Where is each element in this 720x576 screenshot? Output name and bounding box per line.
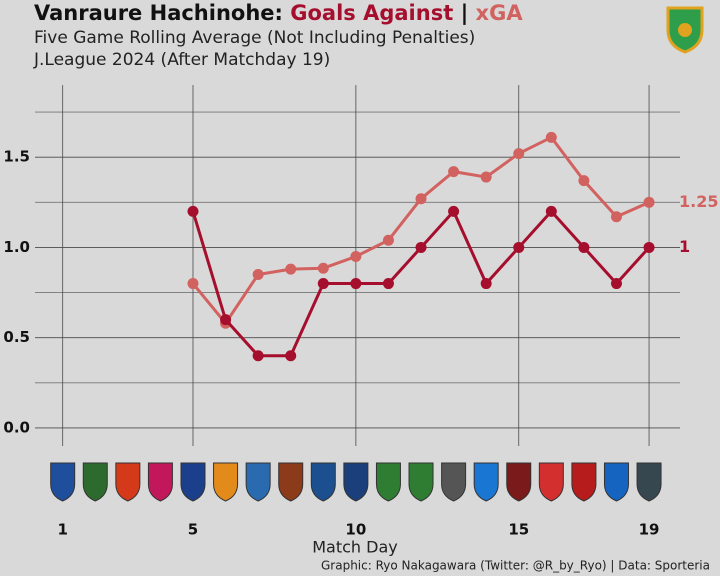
x-tick-label: 10 [345, 521, 366, 539]
y-tick-label: 0.0 [3, 418, 30, 436]
data-point [448, 166, 460, 178]
data-point [317, 278, 329, 290]
data-point [285, 350, 297, 362]
opponent-crest [408, 462, 434, 502]
opponent-crest [571, 462, 597, 502]
title-part: xGA [476, 1, 524, 25]
data-point [610, 211, 622, 223]
data-point [415, 241, 427, 253]
x-tick-label: 19 [639, 521, 660, 539]
x-axis-label: Match Day [312, 538, 398, 557]
y-tick-label: 1.0 [3, 238, 30, 256]
title-space [453, 1, 460, 25]
opponent-crest [538, 462, 564, 502]
chart-title: Vanraure Hachinohe: Goals Against | xGA [34, 1, 523, 26]
opponent-crest [50, 462, 76, 502]
data-point [220, 314, 232, 326]
data-point [545, 205, 557, 217]
opponent-crest [636, 462, 662, 502]
opponent-crest [343, 462, 369, 502]
title-part: | [461, 1, 469, 26]
credit: Graphic: Ryo Nakagawara (Twitter: @R_by_… [321, 559, 710, 573]
y-tick-label: 0.5 [3, 328, 30, 346]
end-label: 1.25 [679, 192, 718, 211]
opponent-crest [375, 462, 401, 502]
data-point [187, 278, 199, 290]
title-part: Vanraure Hachinohe: [34, 1, 283, 25]
data-point [285, 263, 297, 275]
opponent-crest [473, 462, 499, 502]
end-label: 1 [679, 237, 690, 256]
opponent-crest [603, 462, 629, 502]
opponent-crest [441, 462, 467, 502]
x-tick-label: 15 [508, 521, 529, 539]
data-point [252, 269, 264, 281]
subtitle: J.League 2024 (After Matchday 19) [33, 50, 330, 70]
data-point [317, 262, 329, 274]
data-point [350, 278, 362, 290]
club-crest [666, 6, 704, 54]
data-point [610, 278, 622, 290]
data-point [578, 241, 590, 253]
data-point [513, 241, 525, 253]
data-point [480, 278, 492, 290]
data-point [252, 350, 264, 362]
data-point [382, 234, 394, 246]
y-tick-label: 1.5 [3, 148, 30, 166]
data-point [415, 193, 427, 205]
title-space [468, 1, 475, 25]
title-space [283, 1, 290, 25]
data-point [513, 148, 525, 160]
opponent-crest [213, 462, 239, 502]
data-point [350, 250, 362, 262]
data-point [643, 241, 655, 253]
data-point [578, 175, 590, 187]
data-point [382, 278, 394, 290]
data-point [480, 171, 492, 183]
x-tick-label: 1 [57, 521, 67, 539]
title-part: Goals Against [290, 1, 453, 25]
opponent-crest [278, 462, 304, 502]
opponent-crest [310, 462, 336, 502]
opponent-crest [82, 462, 108, 502]
subtitle: Five Game Rolling Average (Not Including… [34, 28, 475, 48]
opponent-crest [506, 462, 532, 502]
data-point [187, 205, 199, 217]
opponent-crest [115, 462, 141, 502]
opponent-crest [245, 462, 271, 502]
data-point [448, 205, 460, 217]
opponent-crest [147, 462, 173, 502]
data-point [545, 131, 557, 143]
x-tick-label: 5 [188, 521, 198, 539]
opponent-crest [180, 462, 206, 502]
data-point [643, 196, 655, 208]
